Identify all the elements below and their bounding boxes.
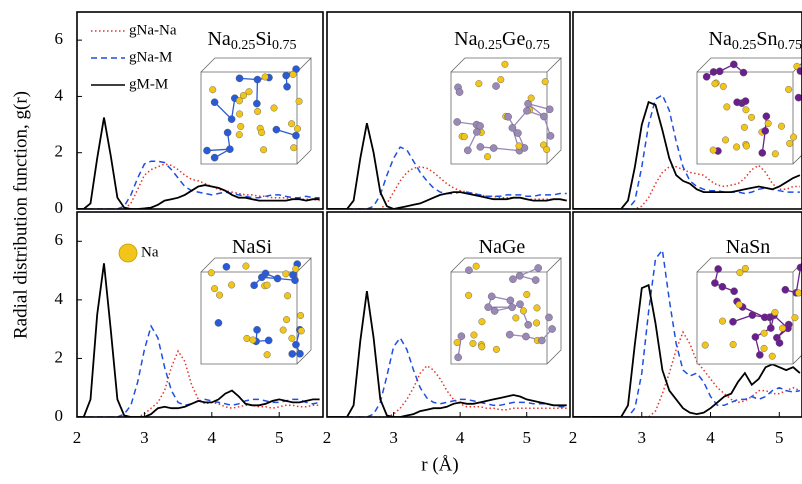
- plot-area: [573, 57, 802, 209]
- x-tick-label: 3: [389, 428, 398, 447]
- x-tick-label: 2: [569, 428, 578, 447]
- plot-area: [327, 57, 567, 209]
- plot-area: [77, 257, 320, 417]
- rdf-line: [327, 364, 567, 417]
- y-tick-label: 2: [55, 347, 64, 366]
- title-part: NaSi: [232, 236, 272, 258]
- x-tick-label: 3: [638, 428, 647, 447]
- title-part: Si: [255, 28, 272, 50]
- structure-inset: [200, 257, 312, 365]
- panel-frame: [326, 11, 571, 210]
- structure-inset: [450, 257, 562, 365]
- legend-label: gNa-M: [129, 49, 172, 65]
- title-part: NaGe: [479, 236, 526, 258]
- panel-frame: [76, 11, 324, 210]
- y-tick-label: 0: [55, 406, 64, 425]
- x-tick-label: 4: [208, 428, 217, 447]
- title-part: 0.75: [778, 38, 802, 53]
- x-tick-label: 4: [706, 428, 715, 447]
- structure-inset: [450, 57, 562, 165]
- structure-inset: [200, 57, 312, 165]
- legend-label: gNa-Na: [129, 22, 177, 38]
- panel: NaSn 2 3 4 5: [569, 211, 802, 447]
- y-tick-label: 6: [55, 29, 64, 48]
- x-tick-label: 5: [275, 428, 284, 447]
- title-part: Ge: [502, 28, 525, 50]
- x-axis-label: r (Å): [421, 454, 458, 475]
- y-axis-label: Radial distribution function, g(r): [10, 91, 31, 339]
- rdf-line: [573, 93, 800, 209]
- y-tick-label: 0: [55, 198, 64, 217]
- x-tick-label: 5: [775, 428, 784, 447]
- panel-title: NaGe: [479, 236, 526, 258]
- rdf-line: [77, 117, 320, 209]
- panel-title: NaSi: [232, 236, 272, 258]
- na-symbol: [118, 243, 138, 263]
- panel-frame: [76, 211, 324, 418]
- rdf-line: [573, 283, 801, 417]
- structure-inset: [696, 57, 802, 165]
- y-tick-label: 4: [55, 85, 64, 104]
- rdf-line: [573, 164, 800, 209]
- title-part: NaSn: [726, 236, 770, 258]
- rdf-line: [77, 263, 320, 417]
- x-tick-label: 2: [73, 428, 82, 447]
- y-tick-label: 2: [55, 142, 64, 161]
- panel-title: Na0.25Ge0.75: [454, 28, 550, 54]
- x-tick-label: 2: [323, 428, 332, 447]
- annotation: Na: [141, 244, 159, 260]
- rdf-line: [327, 166, 567, 209]
- rdf-line: [77, 163, 320, 209]
- title-part: 0.75: [272, 38, 297, 53]
- title-part: Na: [207, 28, 230, 50]
- title-part: 0.25: [732, 38, 757, 53]
- panel: Na0.25Sn0.75: [572, 11, 802, 210]
- rdf-line: [573, 248, 801, 417]
- panel: NaGe 2 3 4 5: [323, 211, 571, 447]
- y-tick-label: 6: [55, 230, 64, 249]
- plot-area: [77, 57, 320, 209]
- x-tick-label: 3: [140, 428, 149, 447]
- panel-title: NaSn: [726, 236, 770, 258]
- x-tick-label: 5: [522, 428, 531, 447]
- plot-area: [327, 257, 567, 417]
- panel-title: Na0.25Sn0.75: [709, 28, 802, 54]
- rdf-line: [573, 100, 801, 209]
- title-part: 0.25: [231, 38, 256, 53]
- rdf-line: [327, 123, 567, 209]
- title-part: Na: [709, 28, 732, 50]
- legend-label: gM-M: [129, 76, 168, 92]
- panel-frame: [326, 211, 571, 418]
- panel: Na0.25Si0.75 0 2 4 6 gNa-Na gNa-M gM-M: [55, 11, 324, 217]
- panel-frame: [572, 211, 802, 418]
- x-tick-label: 4: [456, 428, 465, 447]
- title-part: 0.75: [525, 38, 550, 53]
- panel-frame: [572, 11, 802, 210]
- rdf-line: [77, 160, 320, 209]
- panel: Na0.25Ge0.75: [326, 11, 571, 210]
- y-tick-label: 4: [55, 289, 64, 308]
- rdf-line: [327, 290, 567, 417]
- title-part: Sn: [756, 28, 777, 50]
- title-part: Na: [454, 28, 477, 50]
- structure-inset: [696, 257, 802, 365]
- panel-title: Na0.25Si0.75: [207, 28, 296, 54]
- plot-area: [573, 248, 802, 417]
- title-part: 0.25: [478, 38, 503, 53]
